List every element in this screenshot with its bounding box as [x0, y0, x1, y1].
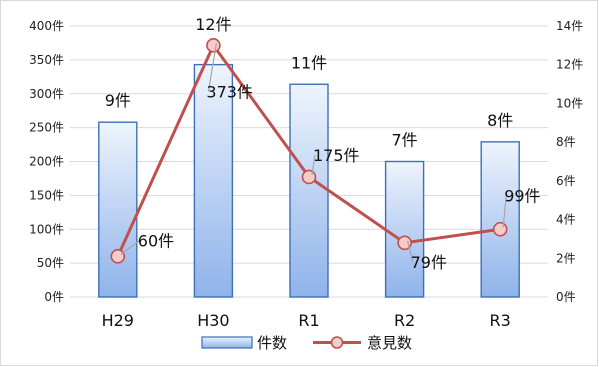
line-data-label: 99件 [504, 186, 540, 205]
right-tick-label: 12件 [556, 58, 583, 72]
leader-line [407, 240, 414, 262]
data-labels: 9件 12件 11件 7件 8件 60件 373件 175件 79件 99件 [105, 15, 541, 272]
legend-swatch-marker [330, 336, 344, 349]
legend-label-line: 意見数 [367, 334, 412, 352]
left-tick-label: 150件 [29, 188, 64, 202]
line-point-R2 [397, 235, 412, 251]
bar-H29 [98, 121, 138, 298]
line-data-label: 175件 [313, 146, 360, 165]
bar-R2 [384, 160, 425, 298]
line-data-label: 60件 [138, 231, 174, 250]
line-point-R3 [492, 221, 508, 237]
bar-data-label: 7件 [392, 131, 418, 150]
category-axis: H29 H30 R1 R2 R3 [102, 311, 511, 330]
category-label: R3 [490, 311, 511, 330]
left-tick-label: 100件 [29, 222, 64, 236]
legend-label-bar: 件数 [257, 334, 287, 352]
leader-line [311, 154, 316, 176]
right-tick-label: 6件 [556, 174, 576, 188]
right-tick-label: 8件 [556, 135, 576, 149]
line-data-label: 79件 [411, 253, 447, 272]
legend-swatch-bar [201, 336, 253, 349]
line-point-R1 [301, 169, 317, 185]
leader-line [120, 239, 141, 255]
category-label: R2 [394, 311, 415, 330]
line-data-label: 373件 [206, 82, 253, 101]
bar-R3 [480, 141, 520, 298]
legend: 件数 意見数 [201, 334, 412, 352]
right-tick-label: 10件 [556, 96, 583, 110]
left-axis: 0件 50件 100件 150件 200件 250件 300件 350件 400件 [29, 19, 64, 304]
left-tick-label: 350件 [29, 53, 64, 67]
line-point-H29 [110, 249, 126, 264]
bar-data-label: 8件 [487, 111, 513, 130]
line-point-H30 [206, 38, 221, 53]
left-tick-label: 250件 [29, 121, 64, 135]
bar-series [98, 63, 520, 298]
right-tick-label: 4件 [556, 213, 576, 227]
leader-line [502, 195, 507, 228]
bar-data-label: 12件 [195, 15, 231, 34]
bar-R1 [289, 83, 329, 298]
left-tick-label: 0件 [44, 290, 64, 304]
right-axis: 0件 2件 4件 6件 8件 10件 12件 14件 [556, 19, 583, 304]
right-tick-label: 14件 [556, 19, 583, 33]
category-label: H30 [197, 311, 229, 330]
left-tick-label: 200件 [29, 155, 64, 169]
leader-line [207, 43, 217, 92]
left-tick-label: 50件 [37, 256, 64, 270]
category-label: H29 [102, 311, 134, 330]
line-series [110, 38, 508, 264]
left-tick-label: 400件 [29, 19, 64, 33]
right-tick-label: 2件 [556, 251, 576, 265]
bar-data-label: 9件 [105, 91, 131, 110]
right-tick-label: 0件 [556, 290, 576, 304]
bar-data-label: 11件 [291, 53, 327, 72]
category-label: R1 [298, 311, 319, 330]
left-tick-label: 300件 [29, 87, 64, 101]
